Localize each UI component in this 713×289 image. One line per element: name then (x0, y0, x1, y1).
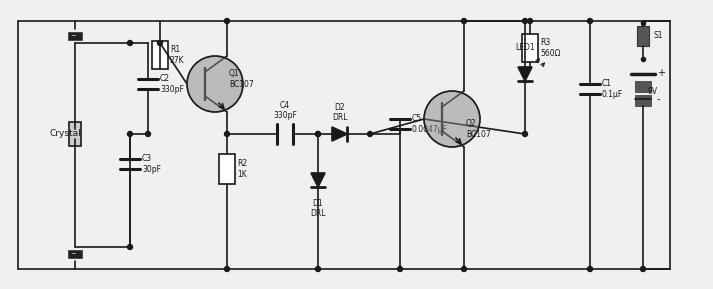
Circle shape (461, 266, 466, 271)
FancyBboxPatch shape (68, 32, 82, 40)
Text: C1
0.1μF: C1 0.1μF (602, 79, 623, 99)
Circle shape (461, 18, 466, 23)
Circle shape (588, 266, 593, 271)
Text: R1
27K: R1 27K (170, 45, 185, 65)
Circle shape (640, 266, 645, 271)
Text: D2
DRL: D2 DRL (332, 103, 348, 122)
Circle shape (528, 18, 533, 23)
Circle shape (315, 131, 321, 136)
Text: Crystal: Crystal (50, 129, 82, 138)
FancyBboxPatch shape (69, 122, 81, 146)
FancyBboxPatch shape (68, 250, 82, 258)
FancyBboxPatch shape (635, 81, 651, 92)
Text: ~: ~ (70, 251, 76, 257)
Text: C3
30pF: C3 30pF (142, 154, 161, 174)
Circle shape (315, 266, 321, 271)
Text: C4
330pF: C4 330pF (273, 101, 297, 120)
Circle shape (225, 131, 230, 136)
Circle shape (145, 131, 150, 136)
Circle shape (523, 131, 528, 136)
Circle shape (225, 18, 230, 23)
Text: Q2
BC107: Q2 BC107 (466, 119, 491, 139)
Circle shape (158, 40, 163, 45)
Text: -: - (657, 94, 660, 104)
Text: C2
330pF: C2 330pF (160, 74, 184, 94)
Text: D1
DRL: D1 DRL (310, 199, 326, 218)
Text: LED1: LED1 (515, 43, 535, 52)
Circle shape (128, 131, 133, 136)
Circle shape (315, 131, 321, 136)
Circle shape (523, 18, 528, 23)
Text: R2
1K: R2 1K (237, 159, 247, 179)
Text: C5
0.0047μF: C5 0.0047μF (412, 114, 448, 134)
Circle shape (367, 131, 372, 136)
FancyBboxPatch shape (635, 95, 651, 106)
Circle shape (128, 40, 133, 45)
Polygon shape (518, 67, 532, 81)
Text: 9V: 9V (648, 88, 658, 97)
Text: ~: ~ (70, 33, 76, 39)
Circle shape (225, 266, 230, 271)
FancyBboxPatch shape (637, 26, 649, 46)
Polygon shape (311, 173, 325, 187)
FancyBboxPatch shape (522, 34, 538, 62)
FancyBboxPatch shape (219, 154, 235, 184)
Circle shape (588, 18, 593, 23)
FancyBboxPatch shape (152, 41, 168, 69)
Circle shape (187, 56, 243, 112)
Text: Q1
BC107: Q1 BC107 (229, 69, 254, 89)
Circle shape (424, 91, 480, 147)
Text: R3
560Ω: R3 560Ω (540, 38, 560, 58)
Text: S1: S1 (653, 32, 662, 40)
Circle shape (128, 244, 133, 249)
Circle shape (398, 266, 403, 271)
Polygon shape (332, 127, 347, 141)
Text: +: + (657, 68, 665, 78)
